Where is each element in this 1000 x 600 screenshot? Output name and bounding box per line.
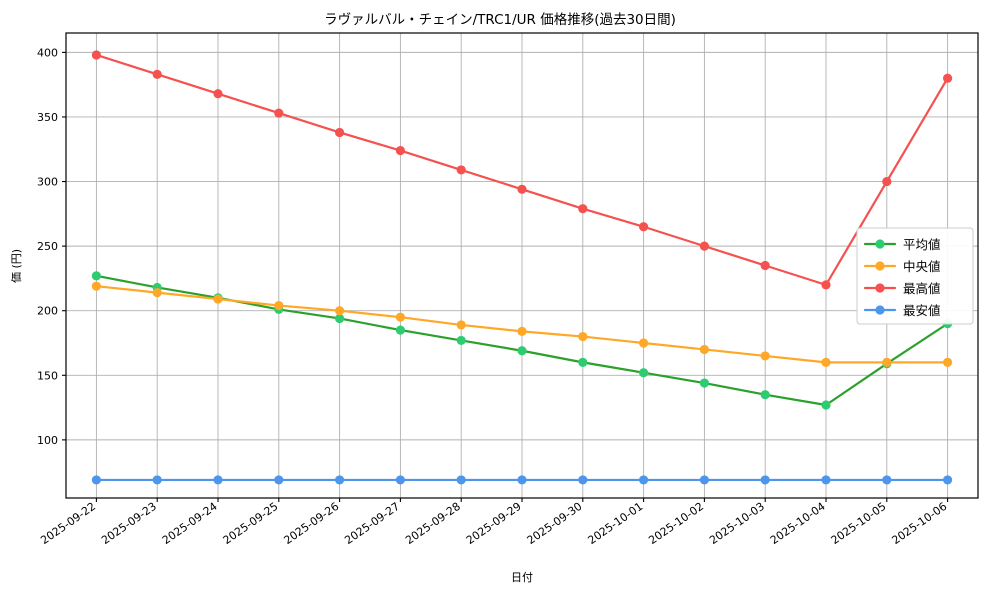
legend-swatch-marker (875, 239, 885, 249)
x-axis-label: 日付 (511, 571, 533, 584)
data-series (91, 281, 953, 367)
legend-item[interactable]: 中央値 (863, 259, 941, 274)
data-point-marker (578, 331, 588, 342)
data-point-marker (91, 50, 101, 60)
legend-item[interactable]: 最高値 (863, 281, 941, 296)
data-point-marker (213, 475, 223, 485)
legend-background (856, 227, 974, 325)
chart-title: ラヴァルバル・チェイン/TRC1/UR 価格推移(過去30日間) (324, 11, 676, 28)
data-point-marker (821, 400, 831, 410)
data-point-marker (213, 294, 223, 304)
y-tick-label: 300 (37, 176, 58, 189)
legend-item[interactable]: 平均値 (863, 237, 941, 252)
data-point-marker (517, 346, 527, 356)
legend-item-label: 平均値 (903, 237, 941, 252)
y-axis-ticks: 100 150 200 250 300 350 400 (37, 46, 66, 447)
data-point-marker (760, 351, 770, 361)
data-point-marker (639, 368, 649, 378)
data-point-marker (882, 357, 892, 367)
data-point-marker (639, 338, 649, 348)
data-point-marker (335, 127, 345, 138)
data-point-marker (882, 176, 892, 187)
data-point-marker (91, 475, 101, 485)
data-point-marker (760, 475, 770, 485)
data-point-marker (821, 475, 831, 485)
data-point-marker (213, 89, 223, 99)
data-point-marker (943, 73, 953, 83)
data-point-marker (639, 222, 649, 232)
data-point-marker (91, 271, 101, 281)
data-point-marker (152, 475, 162, 485)
data-point-marker (943, 357, 953, 367)
data-point-marker (456, 165, 466, 175)
y-axis-label: 価 (円) (10, 249, 23, 283)
y-tick-label: 350 (37, 111, 58, 124)
y-tick-label: 250 (37, 240, 58, 253)
data-point-marker (517, 475, 527, 485)
data-point-marker (152, 288, 162, 298)
data-point-marker (882, 475, 892, 485)
data-point-marker (517, 184, 527, 194)
data-point-marker (699, 378, 710, 388)
data-point-marker (517, 326, 527, 336)
data-series (91, 475, 953, 485)
y-tick-label: 100 (37, 434, 58, 447)
data-point-marker (821, 280, 831, 290)
y-tick-label: 200 (37, 305, 58, 318)
data-point-marker (943, 475, 953, 485)
legend-item[interactable]: 最安値 (863, 303, 941, 318)
data-point-marker (456, 320, 466, 330)
data-point-marker (91, 281, 101, 291)
legend-item-label: 最高値 (903, 281, 941, 296)
legend-item-label: 中央値 (903, 259, 941, 274)
data-series (91, 50, 953, 290)
data-point-marker (395, 312, 405, 322)
data-point-marker (699, 241, 710, 251)
data-point-marker (274, 475, 284, 485)
data-point-marker (274, 108, 284, 118)
data-point-marker (395, 325, 405, 335)
data-point-marker (699, 344, 710, 355)
y-tick-label: 150 (37, 369, 58, 382)
data-point-marker (456, 335, 466, 346)
data-point-marker (578, 357, 588, 367)
legend-swatch-marker (875, 283, 885, 293)
data-point-marker (699, 475, 710, 485)
data-point-marker (578, 475, 588, 485)
y-tick-label: 400 (37, 46, 58, 59)
data-point-marker (821, 357, 831, 367)
legend-item-label: 最安値 (903, 303, 941, 318)
data-point-marker (335, 313, 345, 324)
data-series-group (91, 50, 953, 485)
data-point-marker (578, 204, 588, 214)
legend-swatch-marker (875, 261, 885, 271)
data-point-marker (456, 475, 466, 485)
data-point-marker (639, 475, 649, 485)
plot-area-border (65, 32, 979, 499)
legend-swatch-marker (875, 305, 885, 315)
data-point-marker (395, 475, 405, 485)
data-point-marker (274, 300, 284, 311)
data-point-marker (395, 145, 405, 156)
data-point-marker (760, 260, 770, 271)
data-point-marker (335, 306, 345, 316)
data-point-marker (760, 390, 770, 400)
data-point-marker (335, 475, 345, 485)
data-point-marker (152, 69, 162, 79)
